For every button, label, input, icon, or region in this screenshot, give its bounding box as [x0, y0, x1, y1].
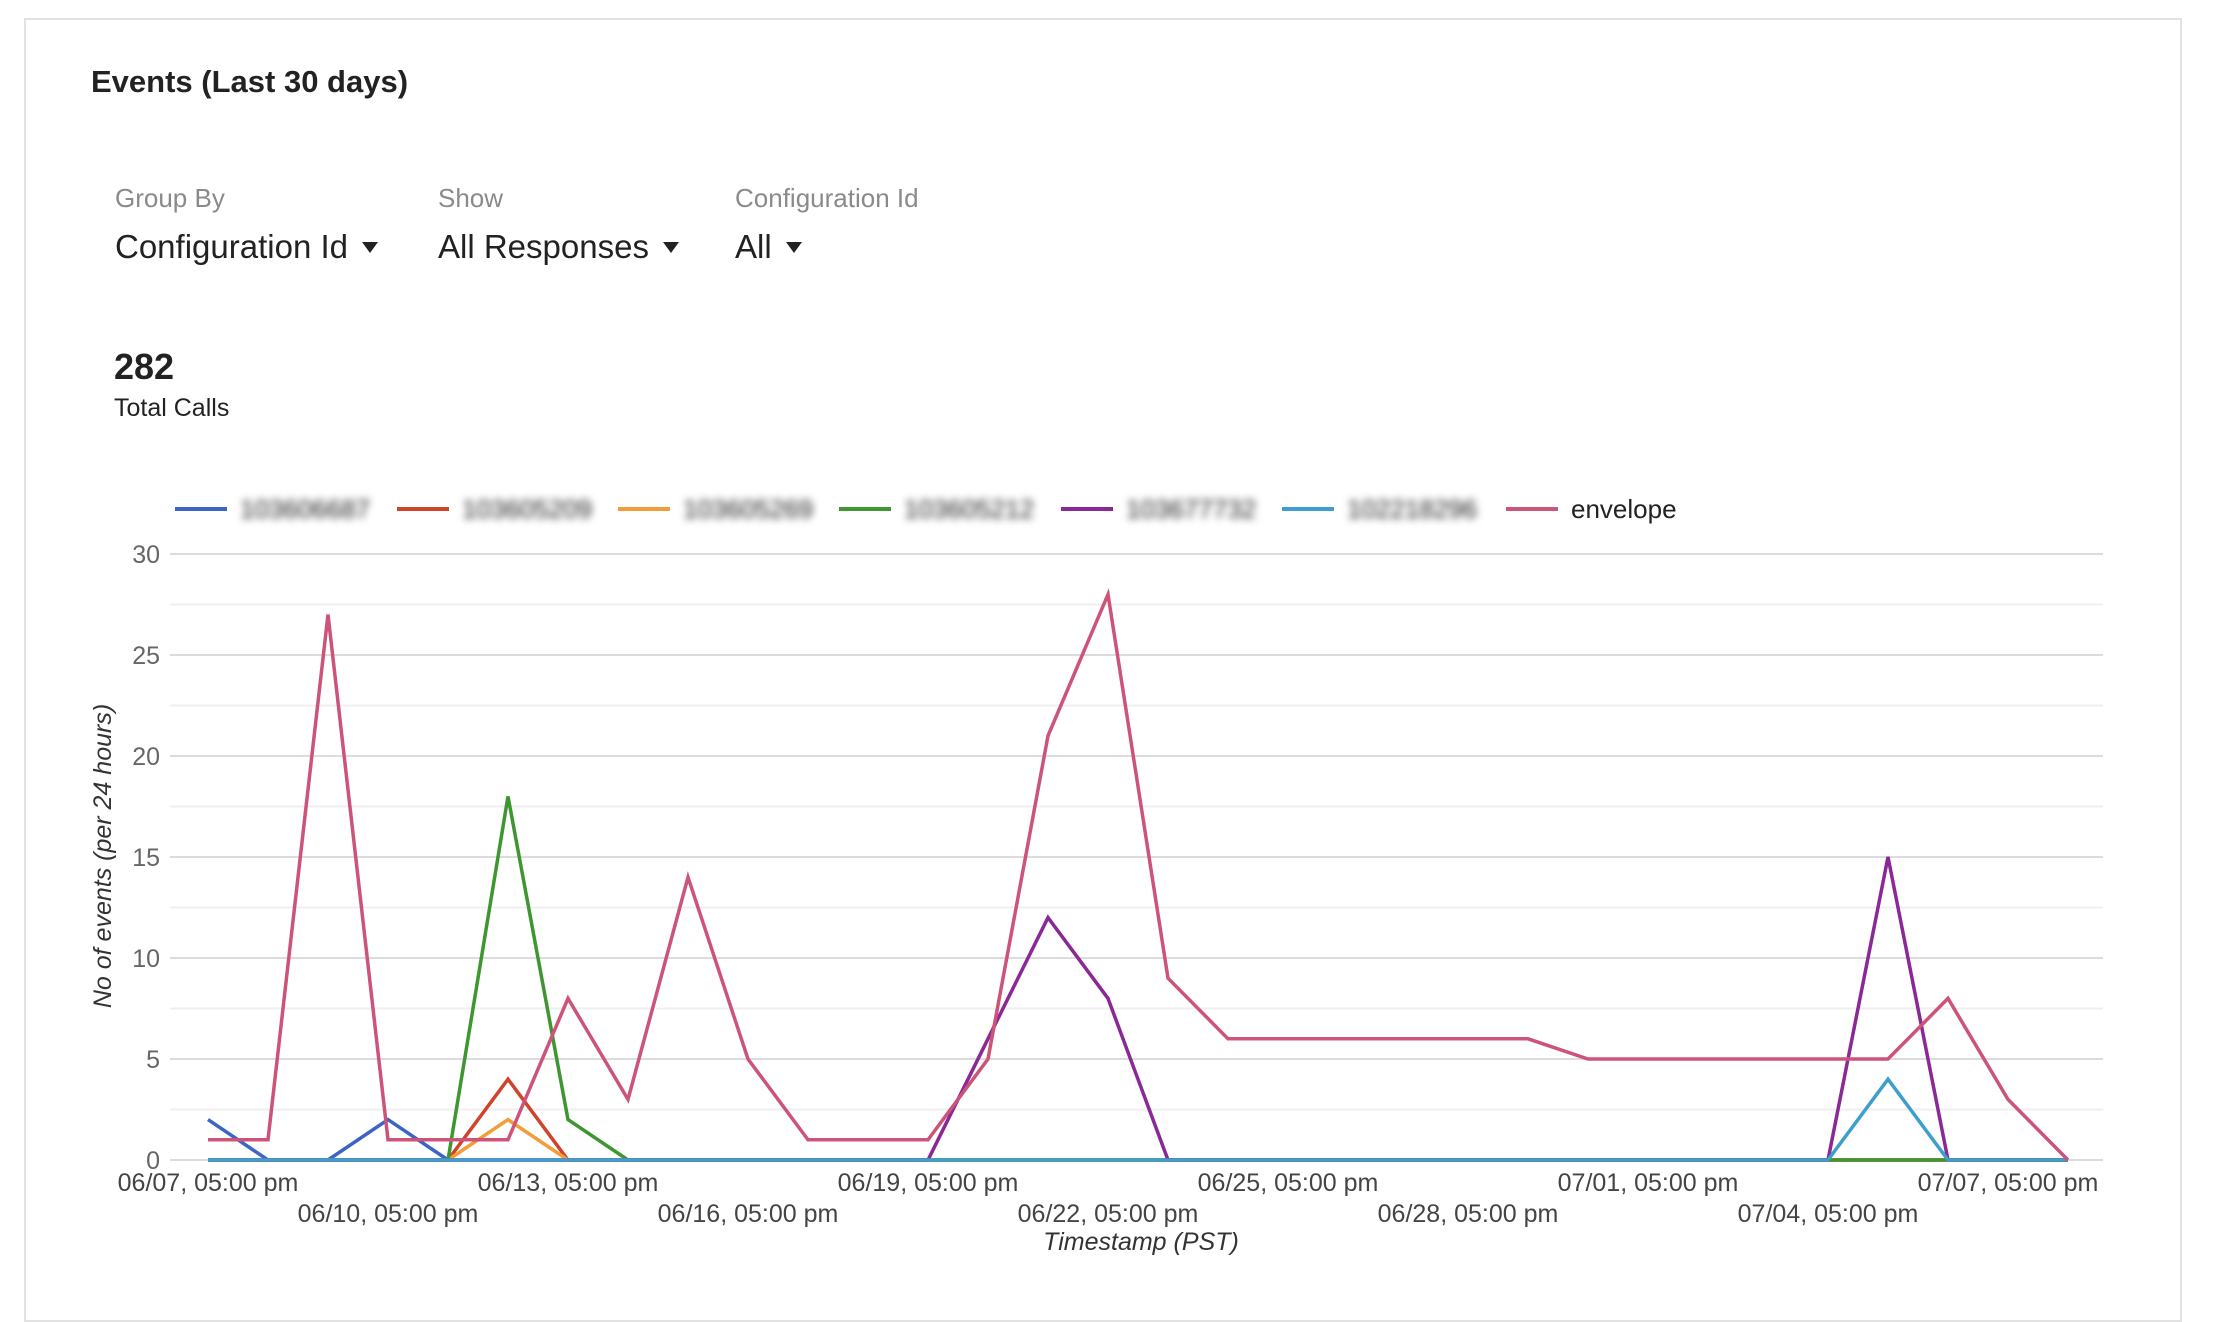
legend-label: envelope	[1571, 494, 1677, 524]
x-tick-label: 06/10, 05:00 pm	[298, 1200, 479, 1228]
legend-label: 103605209	[462, 494, 592, 524]
chart-grid	[170, 553, 2103, 1161]
configuration-id-value: All	[735, 228, 772, 265]
x-tick-label: 06/25, 05:00 pm	[1198, 1169, 1379, 1197]
legend-label: 103605269	[683, 494, 813, 524]
y-axis-ticks: 0 5 10 15 20 25 30	[132, 541, 160, 1175]
caret-down-icon	[361, 241, 378, 253]
chart-series	[207, 588, 2070, 1162]
x-tick-label: 06/16, 05:00 pm	[658, 1200, 839, 1228]
configuration-id-label: Configuration Id	[735, 183, 919, 213]
group-by-dropdown[interactable]: Configuration Id	[115, 228, 378, 266]
x-axis-ticks: 06/07, 05:00 pm 06/13, 05:00 pm 06/19, 05:…	[118, 1169, 2099, 1228]
legend-label: 102218296	[1347, 494, 1477, 524]
legend-label: 103605212	[904, 494, 1034, 524]
x-tick-label: 06/19, 05:00 pm	[838, 1169, 1019, 1197]
total-calls-value: 282	[114, 346, 175, 387]
y-tick-label: 5	[146, 1046, 160, 1074]
x-tick-label: 06/22, 05:00 pm	[1018, 1200, 1199, 1228]
show-dropdown[interactable]: All Responses	[438, 228, 679, 266]
x-axis-title: Timestamp (PST)	[1043, 1228, 1239, 1256]
configuration-id-filter: Configuration Id All	[735, 183, 919, 266]
show-filter: Show All Responses	[438, 183, 679, 266]
x-tick-label: 06/28, 05:00 pm	[1378, 1200, 1559, 1228]
show-value: All Responses	[438, 228, 649, 265]
group-by-value: Configuration Id	[115, 228, 348, 265]
x-tick-label: 07/01, 05:00 pm	[1558, 1169, 1739, 1197]
x-tick-label: 06/13, 05:00 pm	[478, 1169, 659, 1197]
legend-label: 103606687	[240, 494, 370, 524]
caret-down-icon	[662, 241, 679, 253]
y-axis-title: No of events (per 24 hours)	[89, 704, 117, 1008]
group-by-label: Group By	[115, 183, 225, 213]
x-tick-label: 07/04, 05:00 pm	[1738, 1200, 1919, 1228]
x-tick-label: 07/07, 05:00 pm	[1918, 1169, 2099, 1197]
events-line-chart: 0 5 10 15 20 25 30 06/07, 05:00 pm 06/13, 05:00…	[89, 494, 2103, 1256]
series-line-103605209	[208, 1076, 2068, 1162]
caret-down-icon	[785, 241, 802, 253]
y-tick-label: 30	[132, 541, 160, 569]
y-tick-label: 15	[132, 844, 160, 872]
configuration-id-dropdown[interactable]: All	[735, 228, 802, 266]
show-label: Show	[438, 183, 504, 213]
panel-title: Events (Last 30 days)	[91, 64, 409, 99]
total-calls-label: Total Calls	[114, 394, 230, 422]
series-line-102218296	[208, 1076, 2068, 1162]
y-tick-label: 25	[132, 642, 160, 670]
legend-label: 103677732	[1126, 494, 1256, 524]
y-tick-label: 10	[132, 945, 160, 973]
x-tick-label: 06/07, 05:00 pm	[118, 1169, 299, 1197]
y-tick-label: 0	[146, 1147, 160, 1175]
y-tick-label: 20	[132, 743, 160, 771]
series-line-envelope	[208, 588, 2070, 1162]
group-by-filter: Group By Configuration Id	[115, 183, 378, 266]
chart-legend: 103606687 103605209 103605269 103605212 1036…	[175, 494, 1677, 524]
